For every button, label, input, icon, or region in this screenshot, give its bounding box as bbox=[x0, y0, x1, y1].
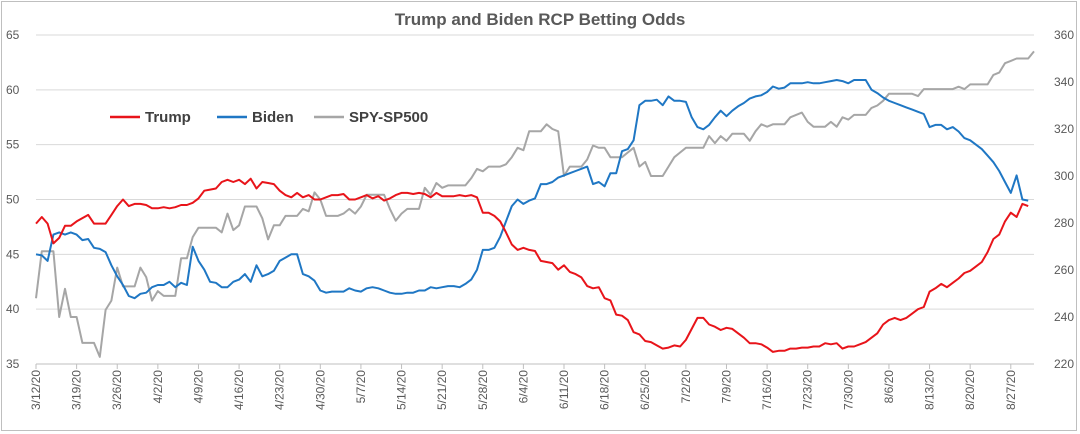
x-tick-label: 7/23/20 bbox=[801, 370, 815, 410]
x-tick-label: 4/2/20 bbox=[151, 370, 165, 404]
x-tick-label: 8/13/20 bbox=[923, 370, 937, 410]
spy-sp500-series-line bbox=[35, 50, 1035, 358]
left-y-tick-label: 60 bbox=[6, 83, 20, 97]
x-tick-label: 6/11/20 bbox=[557, 370, 571, 409]
left-y-tick-label: 65 bbox=[6, 28, 20, 42]
x-tick-label: 5/21/20 bbox=[435, 370, 449, 410]
x-tick-label: 8/20/20 bbox=[963, 370, 977, 410]
right-y-tick-label: 320 bbox=[1054, 122, 1074, 136]
gridlines bbox=[36, 34, 1034, 365]
x-tick-label: 6/25/20 bbox=[638, 370, 652, 410]
x-tick-label: 4/9/20 bbox=[191, 370, 205, 404]
x-tick-label: 6/18/20 bbox=[598, 370, 612, 410]
x-tick-label: 3/26/20 bbox=[110, 370, 124, 410]
series-lines bbox=[35, 50, 1035, 358]
x-tick-label: 8/6/20 bbox=[882, 370, 896, 404]
x-tick-label: 8/27/20 bbox=[1004, 370, 1018, 410]
biden-series-line bbox=[35, 79, 1029, 300]
left-y-tick-label: 45 bbox=[6, 247, 20, 261]
x-tick-label: 4/23/20 bbox=[273, 370, 287, 410]
x-tick-label: 3/12/20 bbox=[29, 370, 43, 410]
x-tick-label: 3/19/20 bbox=[70, 370, 84, 410]
right-y-tick-label: 260 bbox=[1054, 263, 1074, 277]
x-tick-label: 5/28/20 bbox=[476, 370, 490, 410]
x-axis: 3/12/20 3/19/20 3/26/20 4/2/20 4/9/20 4/16/20… bbox=[29, 363, 1034, 410]
x-tick-label: 7/16/20 bbox=[760, 370, 774, 410]
x-tick-label: 7/9/20 bbox=[719, 370, 733, 404]
x-tick-label: 5/14/20 bbox=[395, 370, 409, 410]
x-tick-label: 5/7/20 bbox=[354, 370, 368, 404]
legend-label-biden: Biden bbox=[252, 109, 294, 126]
trump-series-line bbox=[35, 177, 1029, 353]
right-y-tick-label: 280 bbox=[1054, 216, 1074, 230]
x-tick-label: 4/30/20 bbox=[313, 370, 327, 410]
left-y-tick-label: 50 bbox=[6, 193, 20, 207]
x-tick-label: 6/4/20 bbox=[516, 370, 530, 404]
chart-title: Trump and Biden RCP Betting Odds bbox=[395, 10, 686, 29]
right-y-axis: 220 240 260 280 300 320 340 360 bbox=[1054, 28, 1074, 371]
x-tick-label: 7/2/20 bbox=[679, 370, 693, 404]
left-y-tick-label: 55 bbox=[6, 138, 20, 152]
right-y-tick-label: 300 bbox=[1054, 169, 1074, 183]
legend: Trump Biden SPY-SP500 bbox=[110, 109, 428, 126]
legend-label-trump: Trump bbox=[145, 109, 191, 126]
right-y-tick-label: 340 bbox=[1054, 75, 1074, 89]
left-y-tick-label: 40 bbox=[6, 302, 20, 316]
right-y-tick-label: 220 bbox=[1054, 357, 1074, 371]
right-y-tick-label: 360 bbox=[1054, 28, 1074, 42]
legend-label-spy-sp500: SPY-SP500 bbox=[349, 109, 428, 126]
left-y-tick-label: 35 bbox=[6, 357, 20, 371]
x-tick-label: 4/16/20 bbox=[232, 370, 246, 410]
x-tick-label: 7/30/20 bbox=[841, 370, 855, 410]
right-y-tick-label: 240 bbox=[1054, 310, 1074, 324]
left-y-axis: 35 40 45 50 55 60 65 bbox=[6, 28, 20, 371]
